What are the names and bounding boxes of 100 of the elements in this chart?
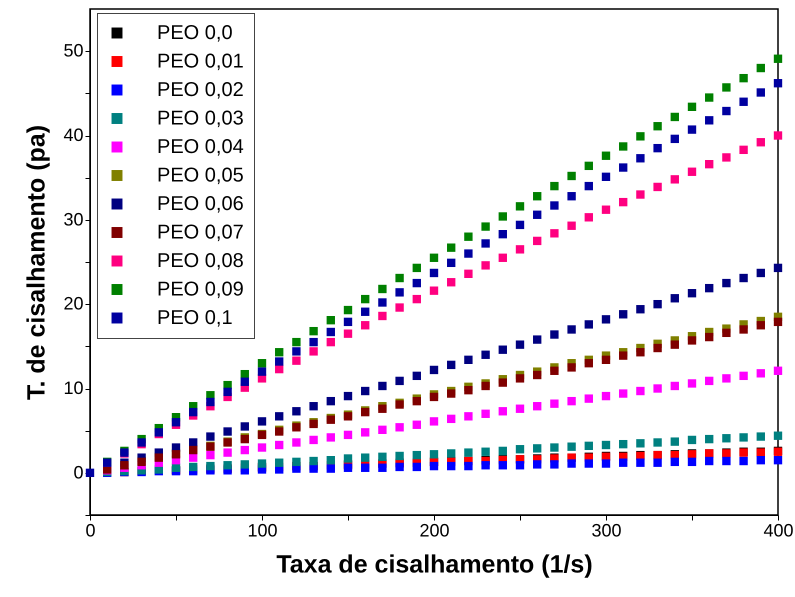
point — [653, 458, 662, 467]
point — [584, 162, 593, 170]
legend-label: PEO 0,09 — [157, 278, 244, 300]
point — [172, 418, 180, 426]
point — [567, 396, 576, 406]
point — [550, 366, 559, 375]
y-tick-label: 30 — [63, 209, 84, 230]
point — [412, 462, 421, 472]
point — [275, 364, 284, 374]
point — [464, 462, 473, 470]
point — [464, 270, 473, 278]
point — [309, 347, 318, 356]
point — [430, 417, 438, 426]
point — [584, 320, 593, 329]
point — [602, 459, 610, 468]
point — [739, 433, 748, 442]
point — [550, 182, 559, 190]
point — [774, 131, 782, 140]
point — [774, 432, 782, 440]
point — [412, 420, 421, 429]
point — [481, 261, 490, 270]
point — [722, 153, 731, 162]
point — [361, 294, 370, 304]
point — [567, 363, 576, 372]
point — [619, 142, 628, 151]
legend-label: PEO 0,05 — [157, 164, 244, 186]
point — [378, 312, 387, 320]
point — [670, 134, 679, 144]
point — [567, 325, 576, 334]
point — [688, 168, 696, 176]
point — [361, 428, 370, 437]
point — [430, 450, 438, 458]
point — [223, 448, 232, 457]
point — [206, 462, 215, 470]
point — [86, 468, 94, 478]
point — [533, 236, 542, 246]
point — [550, 443, 559, 452]
point — [430, 462, 438, 470]
point — [705, 93, 714, 102]
point — [344, 330, 352, 338]
point — [584, 213, 593, 222]
x-tick-label: 0 — [85, 520, 96, 540]
point — [395, 288, 404, 297]
point — [705, 160, 714, 168]
point — [481, 410, 490, 418]
point — [412, 450, 421, 460]
point — [653, 144, 662, 152]
point — [653, 384, 662, 393]
point — [447, 462, 456, 470]
point — [653, 122, 662, 130]
y-tick-label: 0 — [73, 462, 84, 482]
point — [688, 102, 696, 112]
point — [189, 408, 198, 416]
point — [602, 172, 610, 182]
point — [481, 239, 490, 248]
point — [722, 328, 731, 338]
point — [412, 372, 421, 380]
point — [447, 360, 456, 370]
point — [481, 461, 490, 470]
point — [430, 268, 438, 278]
point — [584, 359, 593, 368]
point — [275, 348, 284, 356]
point — [395, 274, 404, 282]
point — [688, 458, 696, 466]
point — [619, 351, 628, 360]
point — [516, 445, 524, 454]
point — [550, 201, 559, 210]
point — [516, 220, 524, 230]
point — [309, 402, 318, 410]
point — [258, 443, 266, 452]
point — [481, 448, 490, 456]
point — [464, 448, 473, 457]
point — [602, 356, 610, 364]
point — [774, 366, 782, 375]
point — [223, 388, 232, 396]
point — [739, 456, 748, 466]
point — [739, 98, 748, 106]
y-tick-label: 10 — [63, 378, 84, 398]
point — [516, 404, 524, 413]
point — [326, 338, 335, 346]
y-tick-label: 40 — [63, 125, 84, 145]
point — [756, 88, 765, 97]
point — [516, 202, 524, 211]
point — [516, 461, 524, 470]
point — [344, 392, 352, 400]
point — [670, 294, 679, 302]
point — [550, 460, 559, 469]
point — [584, 394, 593, 403]
point — [739, 372, 748, 380]
point — [292, 356, 301, 365]
point — [567, 222, 576, 230]
point — [240, 378, 249, 386]
point — [430, 286, 438, 295]
point — [670, 340, 679, 349]
point — [498, 378, 507, 387]
point — [722, 434, 731, 442]
legend-label: PEO 0,1 — [157, 307, 233, 329]
point — [705, 116, 714, 125]
point — [498, 461, 507, 470]
point — [344, 430, 352, 440]
